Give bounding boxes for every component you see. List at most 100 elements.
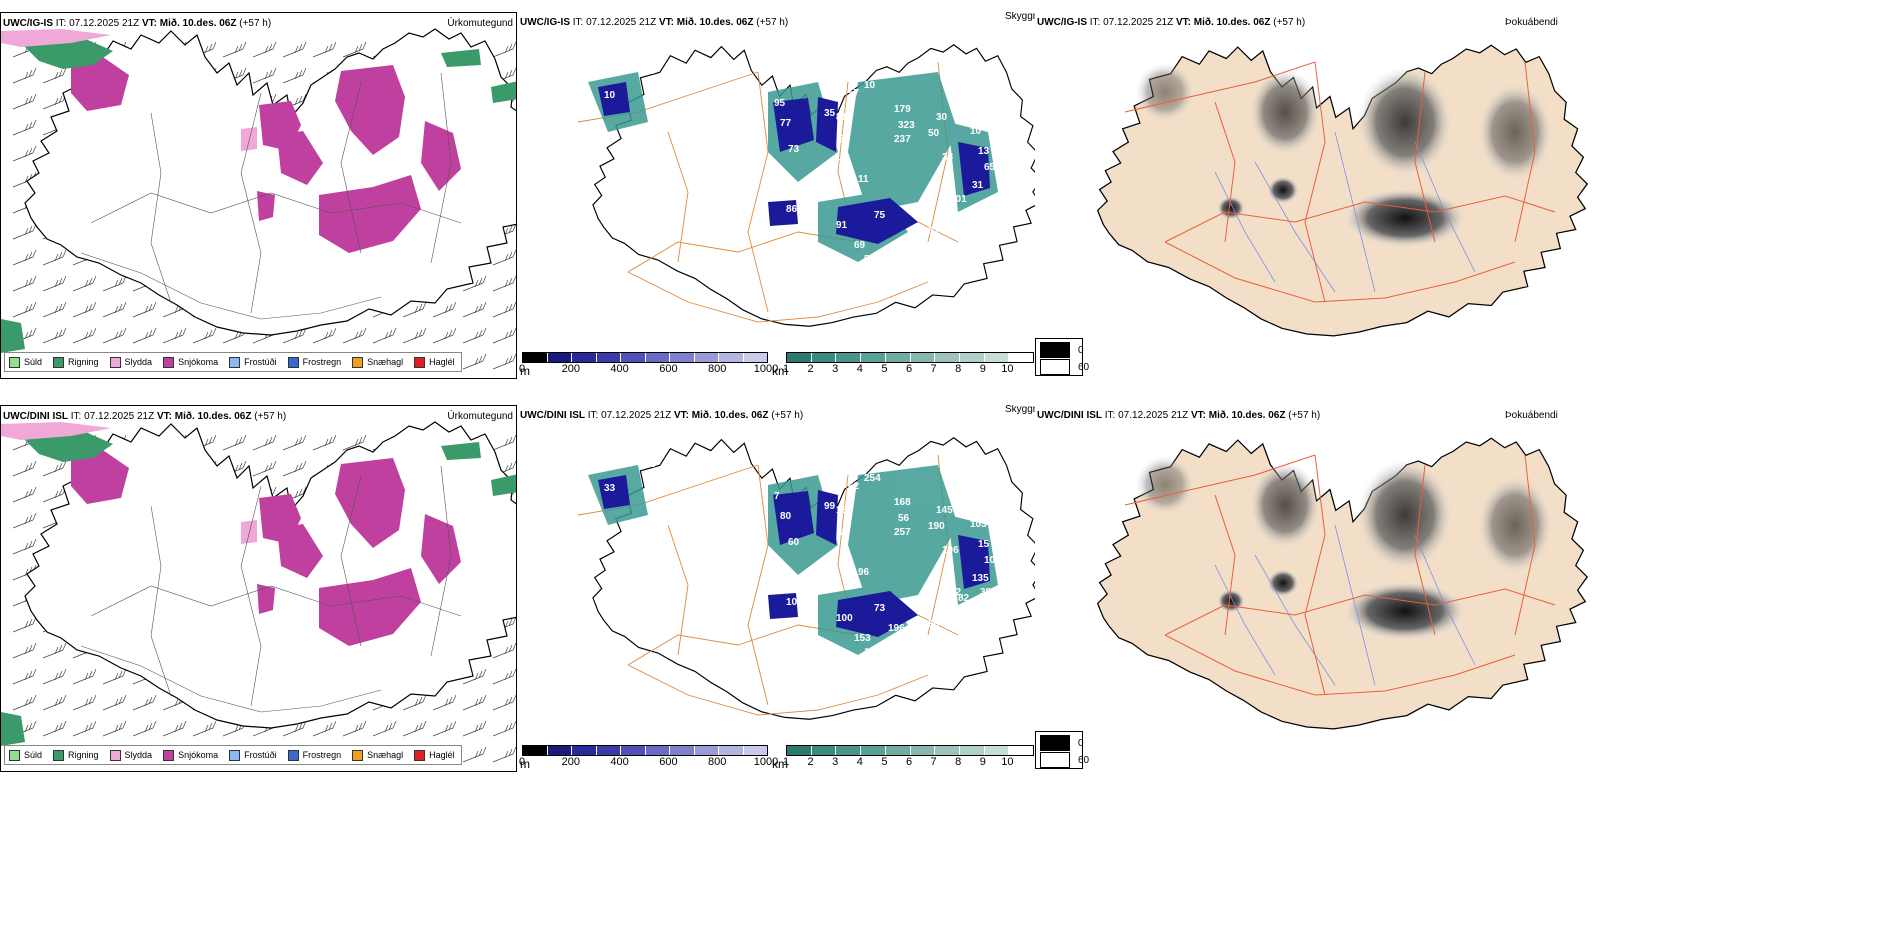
cloud-base-value: 257 xyxy=(894,527,911,538)
legend-swatch xyxy=(9,749,20,761)
colorbar-tick: 9 xyxy=(979,756,986,768)
legend-item: Rigning xyxy=(53,749,99,761)
legend-label: Súld xyxy=(24,357,43,367)
panel-variable-label: Þokuábendi xyxy=(1505,410,1558,421)
panel-variable-label: Úrkomutegund xyxy=(447,18,513,29)
panel-variable-label: Úrkomutegund xyxy=(447,411,513,422)
panel-variable-label: Skyggni xyxy=(1005,405,1035,415)
colorbar-tick: 200 xyxy=(561,363,580,375)
cloud-base-values: 182 75 10 95 77 73 35 57 81 53 77 10 179 323 237 50 30 10… xyxy=(604,64,996,265)
colorbar-tick: 10 xyxy=(1001,756,1014,768)
model-name: UWC/IG-IS xyxy=(1037,17,1087,28)
cloud-base-value: 53 xyxy=(838,134,850,145)
colorbar-cell xyxy=(645,746,670,755)
colorbar-cell xyxy=(572,353,597,362)
legend-label: Haglél xyxy=(429,357,455,367)
colorbar-tick: 5 xyxy=(881,756,888,768)
cloud-base-value: 30 xyxy=(936,112,948,123)
visibility-colorbar: km 1 2 3 4 5 6 7 8 9 10 xyxy=(770,352,1034,378)
cloud-base-value: 7 xyxy=(774,491,780,502)
legend-label: Snæhagl xyxy=(367,357,404,367)
lead-time: (+57 h) xyxy=(254,411,287,422)
colorbar-tick: 4 xyxy=(856,363,863,375)
cloud-base-value: 77 xyxy=(780,118,792,129)
lead-time: (+57 h) xyxy=(756,17,789,28)
valid-time-label: VT: xyxy=(141,18,157,29)
init-time-label: IT: xyxy=(1104,410,1116,421)
cloud-base-values: 59 12337806099621301482541685625719014510… xyxy=(604,457,996,658)
cloud-base-value: 81 xyxy=(928,226,940,237)
legend-swatch xyxy=(287,356,299,368)
lead-time: (+57 h) xyxy=(771,410,804,421)
cloud-base-value: 62 xyxy=(848,481,860,492)
colorbar-cell xyxy=(885,353,911,362)
cloud-base-value: 10 xyxy=(864,80,876,91)
fog-index-legend: 0 60 xyxy=(1035,338,1089,376)
visibility-panel: UWC/DINI ISL IT: 07.12.2025 21Z VT: Mið.… xyxy=(518,405,1035,772)
valid-time-value: Mið. 10.des. 06Z xyxy=(1208,410,1286,421)
legend-label: Snjókoma xyxy=(178,357,219,367)
legend-label: Frostregn xyxy=(302,357,342,367)
cloud-base-value: 73 xyxy=(874,603,886,614)
precip-type-legend: Súld Rigning Slydda Snjókoma Frostúði Frostre… xyxy=(4,352,462,372)
legend-label: Frostúði xyxy=(244,357,277,367)
colorbar-cell xyxy=(836,746,862,755)
colorbar-tick: 600 xyxy=(659,363,678,375)
fog-legend-swatch xyxy=(1040,735,1070,751)
valid-time-label: VT: xyxy=(658,17,674,28)
colorbar-cell xyxy=(861,746,886,755)
legend-item: Rigning xyxy=(53,356,99,368)
visibility-panel: UWC/IG-IS IT: 07.12.2025 21Z VT: Mið. 10… xyxy=(518,12,1035,379)
valid-time-label: VT: xyxy=(673,410,689,421)
legend-swatch xyxy=(163,749,175,761)
valid-time-value: Mið. 10.des. 06Z xyxy=(691,410,769,421)
colorbar-cell xyxy=(959,746,985,755)
cloud-base-value: 31 xyxy=(972,180,984,191)
model-name: UWC/DINI ISL xyxy=(1037,410,1102,421)
colorbar-cell xyxy=(836,353,862,362)
cloud-base-value: 69 xyxy=(854,240,866,251)
cloud-base-value: 56 xyxy=(898,513,910,524)
colorbar-cell xyxy=(959,353,985,362)
colorbar-tick: 7 xyxy=(930,363,937,375)
cloud-base-colorbar: m 0 200 400 600 800 1000 xyxy=(518,745,778,771)
cloud-base-value: 10 xyxy=(970,126,982,137)
cloud-base-value: 139 xyxy=(968,605,985,616)
visibility-map: 59 12337806099621301482541685625719014510… xyxy=(577,437,1035,720)
colorbar-cell xyxy=(523,353,548,362)
panel-variable-label: Skyggni xyxy=(1005,12,1035,22)
cloud-base-colorbar: m 0 200 400 600 800 1000 xyxy=(518,352,778,378)
colorbar-cell xyxy=(719,746,744,755)
sleet-areas xyxy=(1,29,257,151)
cloud-base-value: 15 xyxy=(978,539,990,550)
cloud-base-value: 50 xyxy=(928,128,940,139)
cloud-base-value: 12 xyxy=(644,459,656,470)
colorbar-cell xyxy=(694,353,719,362)
colorbar-cell xyxy=(885,746,911,755)
colorbar-tick: 4 xyxy=(856,756,863,768)
colorbar-cell xyxy=(547,746,572,755)
init-time-label: IT: xyxy=(572,17,584,28)
legend-item: Frostregn xyxy=(287,356,342,368)
valid-time-label: VT: xyxy=(156,411,172,422)
valid-time-value: Mið. 10.des. 06Z xyxy=(159,18,237,29)
legend-item: Súld xyxy=(9,356,43,368)
cloud-base-value: 11 xyxy=(968,212,979,223)
cloud-base-value: 179 xyxy=(894,104,911,115)
cloud-base-value: 10 xyxy=(604,90,616,101)
colorbar-tick: 7 xyxy=(930,756,937,768)
colorbar-tick: 200 xyxy=(561,756,580,768)
fog-legend-label: 60 xyxy=(1078,754,1090,766)
legend-item: Frostúði xyxy=(229,749,277,761)
cloud-base-value: 80 xyxy=(780,511,792,522)
cloud-base-value: 254 xyxy=(864,473,881,484)
legend-swatch xyxy=(352,749,364,761)
init-time-value: 07.12.2025 21Z xyxy=(601,410,672,421)
legend-label: Slydda xyxy=(124,750,153,760)
colorbar-cell xyxy=(935,746,960,755)
lead-time: (+57 h) xyxy=(1288,410,1321,421)
rivers xyxy=(1214,524,1476,686)
low-cloud-base-areas xyxy=(598,475,990,637)
cloud-base-value: 95 xyxy=(774,98,786,109)
legend-swatch xyxy=(109,356,121,368)
